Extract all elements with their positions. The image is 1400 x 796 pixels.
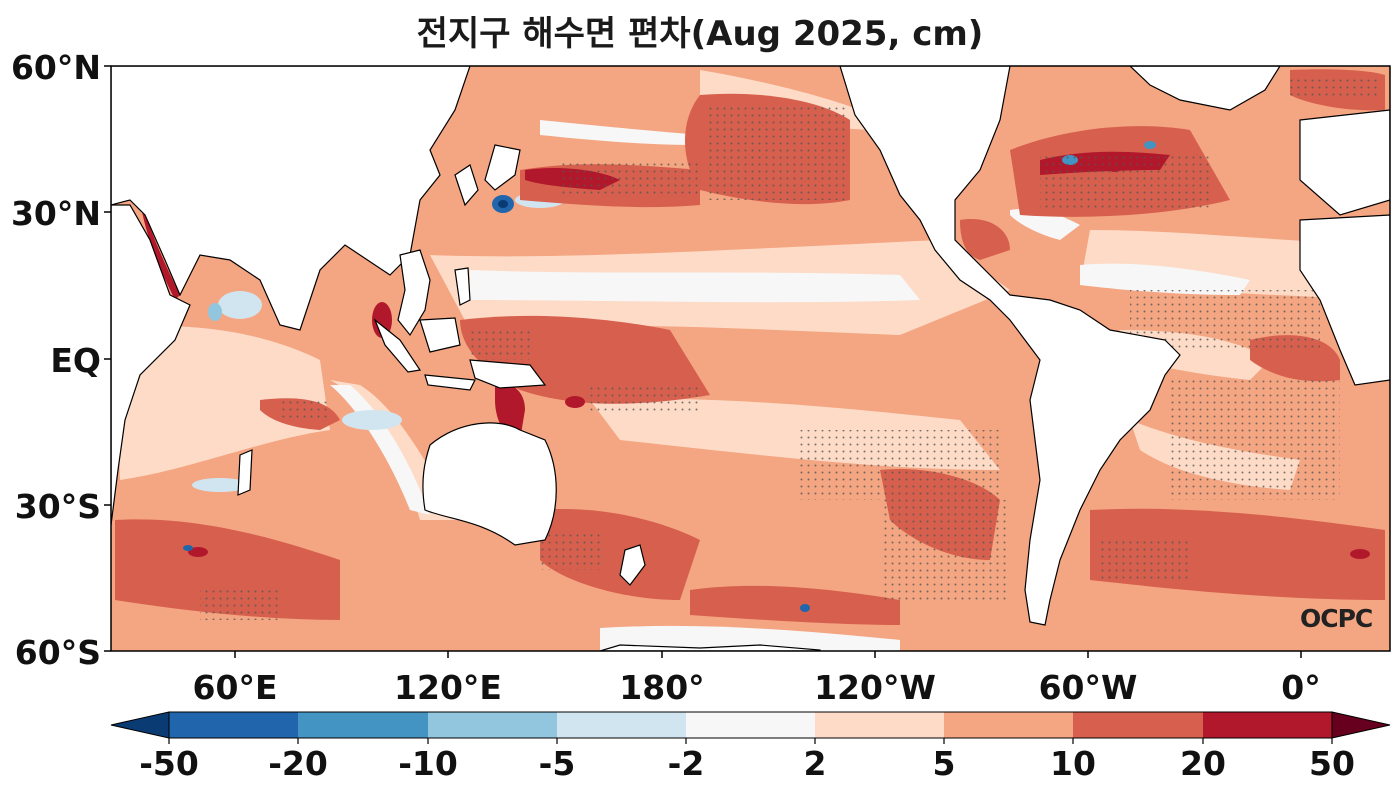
chart-title: 전지구 해수면 편차(Aug 2025, cm) — [416, 14, 984, 54]
lat-label-30s: 30°S — [14, 487, 101, 526]
colorbar-segment — [298, 712, 428, 738]
lat-label-30n: 30°N — [10, 194, 101, 233]
lon-label-60w: 60°W — [1038, 668, 1138, 707]
colorbar-tick-label: 5 — [932, 744, 956, 783]
lat-ticks — [104, 65, 111, 652]
colorbar-segment — [1073, 712, 1203, 738]
colorbar-tick-label: 2 — [803, 744, 827, 783]
colorbar-tick-label: -50 — [139, 744, 199, 783]
lon-ticks — [234, 651, 1302, 658]
colorbar-extend-low — [110, 711, 170, 739]
lon-label-0: 0° — [1281, 668, 1321, 707]
colorbar-segment — [169, 712, 298, 738]
colorbar-tick-label: -5 — [538, 744, 576, 783]
colorbar-tick-label: -2 — [667, 744, 705, 783]
significance-stippling — [200, 75, 1380, 620]
lon-label-120e: 120°E — [394, 668, 502, 707]
lon-label-60e: 60°E — [192, 668, 278, 707]
lat-label-60s: 60°S — [14, 633, 101, 672]
colorbar-tick-label: -20 — [268, 744, 328, 783]
colorbar-segment — [815, 712, 944, 738]
colorbar-outline — [168, 711, 1333, 739]
colorbar-segment — [557, 712, 686, 738]
colorbar-segment — [1203, 712, 1332, 738]
lon-label-120w: 120°W — [814, 668, 936, 707]
colorbar-tick-label: 10 — [1050, 744, 1096, 783]
colorbar-segment — [686, 712, 815, 738]
colorbar-tick-label: -10 — [398, 744, 458, 783]
lat-label-60n: 60°N — [10, 48, 101, 87]
ocpc-logo: OCPC — [1300, 604, 1373, 633]
sea-level-anomaly-field — [111, 66, 1390, 651]
colorbar — [110, 711, 1391, 744]
colorbar-tick-label: 50 — [1309, 744, 1355, 783]
lat-label-eq: EQ — [50, 341, 101, 380]
colorbar-tick-label: 20 — [1180, 744, 1226, 783]
lon-label-180: 180° — [619, 668, 705, 707]
land-masses — [111, 66, 1390, 651]
colorbar-extend-high — [1331, 711, 1391, 739]
colorbar-segment — [428, 712, 557, 738]
colorbar-segment — [944, 712, 1073, 738]
